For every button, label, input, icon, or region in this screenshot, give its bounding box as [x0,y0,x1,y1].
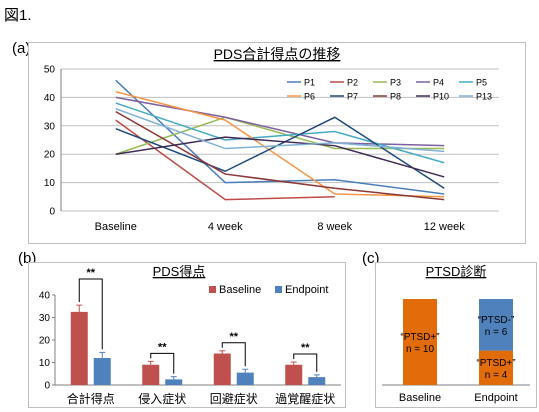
y-tick-label: 50 [44,65,56,76]
stack-segment [403,299,437,385]
y-tick-label: 20 [44,150,56,161]
stacked-chart: PTSD診断“PTSD+”n = 10“PTSD+”n = 4“PTSD-”n … [382,264,530,404]
x-tick-label: Baseline [399,392,441,404]
x-tick-label: 合計得点 [67,391,115,406]
significance-label: ** [158,341,167,353]
chart-title: PDS得点 [153,264,206,279]
x-tick-label: Baseline [95,221,137,233]
legend-swatch [209,286,216,293]
y-tick-label: 40 [44,93,56,104]
bar-chart: PDS得点 0 10 20 30 40 ** 合計得点 ** 侵入症状 ** 回避症状 ** 過覚醒症状 B… [39,264,341,406]
legend-label: P4 [433,78,444,88]
x-tick-label: 8 week [317,221,352,233]
chart-title: PDS合計得点の推移 [214,46,341,62]
y-tick-label: 10 [39,358,51,369]
legend-swatch [275,286,282,293]
y-tick-label: 0 [49,207,55,218]
series-line-p3 [115,116,445,155]
bar-endpoint [236,372,254,385]
figure-label: 図1. [4,7,32,24]
stack-segment [479,350,513,385]
bar-endpoint [165,379,183,385]
x-tick-label: 12 week [424,221,465,233]
significance-label: ** [301,342,310,354]
chart-title: PTSD診断 [426,264,487,279]
significance-bracket [150,352,175,374]
bar-baseline [142,364,160,385]
legend-label: P6 [304,92,315,102]
y-tick-label: 30 [39,313,51,324]
bar-chart-frame: PDS得点 0 10 20 30 40 ** 合計得点 ** 侵入症状 ** 回避症状 ** 過覚醒症状 B… [28,262,346,408]
bar-endpoint [308,377,326,385]
bar-endpoint [93,358,111,385]
x-tick-label: Endpoint [474,392,517,404]
x-tick-label: 回避症状 [210,391,258,406]
series-line-p10 [115,136,445,178]
significance-bracket [221,342,246,367]
y-tick-label: 30 [44,121,56,132]
significance-bracket [293,353,318,372]
bar-baseline [285,364,303,385]
line-chart-frame: PDS合計得点の推移 0 10 20 30 40 50 Baseline 4 week 8 wee… [28,42,526,244]
segment-count: n = 4 [485,370,508,381]
legend-label: P8 [390,92,401,102]
legend-label: P7 [347,92,358,102]
stack-segment [479,299,513,351]
line-chart: PDS合計得点の推移 0 10 20 30 40 50 Baseline 4 week 8 wee… [44,46,499,233]
legend-label: Baseline [219,284,261,296]
stacked-chart-frame: PTSD診断 “PTSD+” n = 10 “PTSD+” n = 4 “PTSD-” n … [375,262,537,408]
bar-baseline [70,311,88,385]
series-line-p4 [115,96,445,147]
segment-label: “PTSD-” [478,315,515,326]
segment-count: n = 6 [485,327,508,338]
y-tick-label: 40 [39,291,51,302]
y-tick-label: 0 [44,381,50,392]
x-tick-label: 侵入症状 [138,391,186,406]
x-tick-label: 4 week [208,221,243,233]
legend-label: P10 [433,92,449,102]
y-tick-label: 10 [44,178,56,189]
significance-label: ** [229,331,238,343]
legend-label: P13 [476,92,492,102]
legend-label: P3 [390,78,401,88]
legend-label: Endpoint [285,284,328,296]
segment-label: “PTSD+” [476,358,515,369]
legend-label: P5 [476,78,487,88]
legend-label: P1 [304,78,315,88]
bar-baseline [213,353,231,385]
segment-count: n = 10 [406,344,435,355]
series-line-p8 [115,110,445,201]
series-line-p13 [115,108,445,153]
series-line-p7 [115,116,445,189]
segment-label: “PTSD+” [400,332,439,343]
series-line-p6 [115,90,445,198]
panel-a-label: (a) [12,40,31,57]
significance-bracket [78,278,103,350]
y-tick-label: 20 [39,336,51,347]
x-tick-label: 過覚醒症状 [275,391,335,406]
significance-label: ** [86,267,95,279]
series-line-p2 [115,119,335,201]
legend-label: P2 [347,78,358,88]
